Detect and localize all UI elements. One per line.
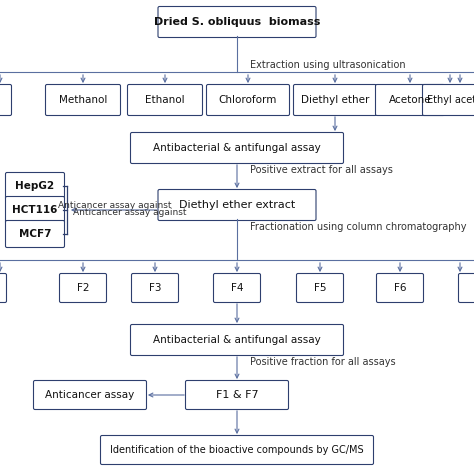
- FancyBboxPatch shape: [458, 273, 474, 302]
- Text: F4: F4: [231, 283, 243, 293]
- FancyBboxPatch shape: [100, 436, 374, 465]
- Text: Diethyl ether extract: Diethyl ether extract: [179, 200, 295, 210]
- Text: Acetone: Acetone: [389, 95, 431, 105]
- Text: Antibacterial & antifungal assay: Antibacterial & antifungal assay: [153, 335, 321, 345]
- FancyBboxPatch shape: [6, 173, 64, 200]
- Text: MCF7: MCF7: [19, 229, 51, 239]
- Text: Ethyl acetate: Ethyl acetate: [428, 95, 474, 105]
- Text: HCT116: HCT116: [12, 205, 58, 215]
- FancyBboxPatch shape: [6, 220, 64, 247]
- Text: Ethanol: Ethanol: [145, 95, 185, 105]
- Text: Extraction using ultrasonication: Extraction using ultrasonication: [250, 60, 406, 70]
- FancyBboxPatch shape: [130, 325, 344, 356]
- FancyBboxPatch shape: [297, 273, 344, 302]
- Text: F2: F2: [77, 283, 89, 293]
- Text: Chloroform: Chloroform: [219, 95, 277, 105]
- Text: Antibacterial & antifungal assay: Antibacterial & antifungal assay: [153, 143, 321, 153]
- Text: Anticancer assay against: Anticancer assay against: [58, 201, 172, 210]
- Text: Anticancer assay against: Anticancer assay against: [73, 208, 187, 217]
- FancyBboxPatch shape: [131, 273, 179, 302]
- Text: Positive extract for all assays: Positive extract for all assays: [250, 165, 393, 175]
- FancyBboxPatch shape: [422, 84, 474, 116]
- FancyBboxPatch shape: [6, 197, 64, 224]
- Text: F1 & F7: F1 & F7: [216, 390, 258, 400]
- FancyBboxPatch shape: [293, 84, 376, 116]
- FancyBboxPatch shape: [213, 273, 261, 302]
- FancyBboxPatch shape: [0, 273, 7, 302]
- FancyBboxPatch shape: [376, 273, 423, 302]
- Text: Anticancer assay: Anticancer assay: [46, 390, 135, 400]
- FancyBboxPatch shape: [130, 133, 344, 164]
- Text: Fractionation using column chromatography: Fractionation using column chromatograph…: [250, 222, 466, 232]
- FancyBboxPatch shape: [207, 84, 290, 116]
- Text: F3: F3: [149, 283, 161, 293]
- FancyBboxPatch shape: [128, 84, 202, 116]
- FancyBboxPatch shape: [34, 381, 146, 410]
- Text: HepG2: HepG2: [16, 181, 55, 191]
- FancyBboxPatch shape: [0, 84, 11, 116]
- Text: Positive fraction for all assays: Positive fraction for all assays: [250, 357, 396, 367]
- Text: F6: F6: [394, 283, 406, 293]
- Text: Methanol: Methanol: [59, 95, 107, 105]
- Text: F5: F5: [314, 283, 326, 293]
- Text: Dried S. obliquus  biomass: Dried S. obliquus biomass: [154, 17, 320, 27]
- FancyBboxPatch shape: [46, 84, 120, 116]
- FancyBboxPatch shape: [158, 190, 316, 220]
- Text: Diethyl ether: Diethyl ether: [301, 95, 369, 105]
- Text: Identification of the bioactive compounds by GC/MS: Identification of the bioactive compound…: [110, 445, 364, 455]
- FancyBboxPatch shape: [375, 84, 445, 116]
- FancyBboxPatch shape: [158, 7, 316, 37]
- FancyBboxPatch shape: [185, 381, 289, 410]
- FancyBboxPatch shape: [60, 273, 107, 302]
